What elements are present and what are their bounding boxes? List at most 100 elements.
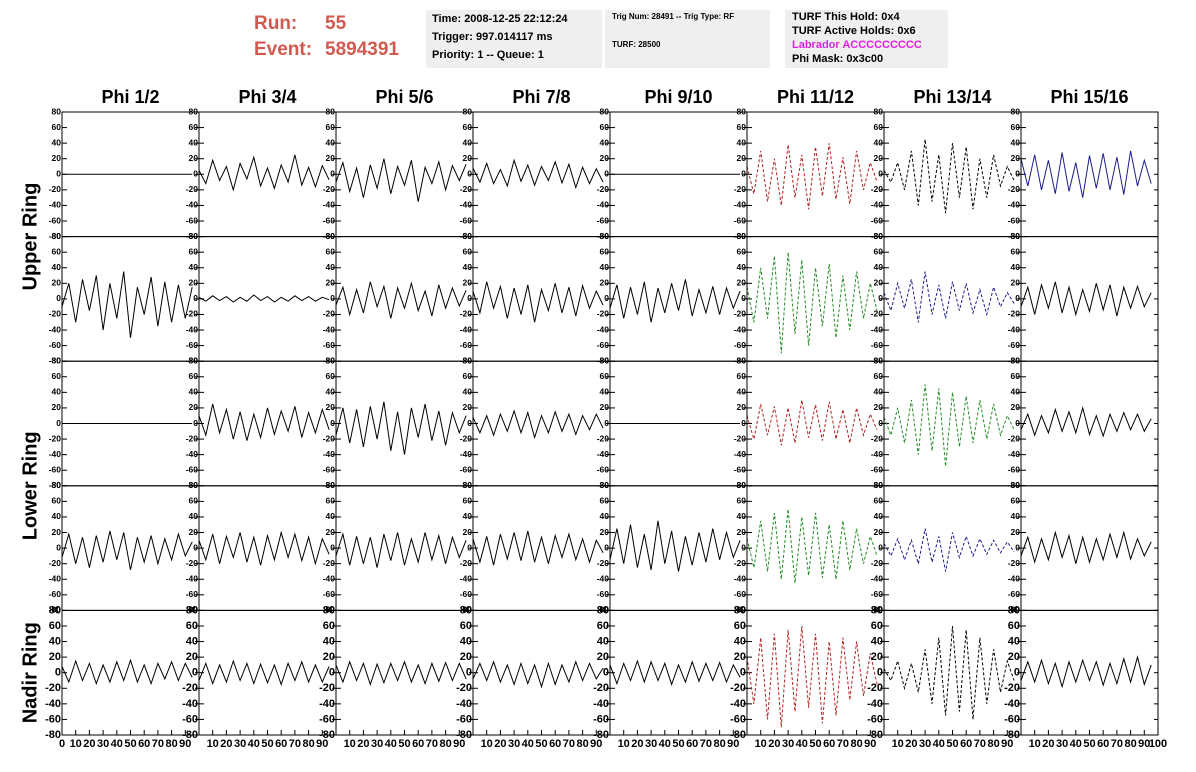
y-tick-label: 80: [326, 355, 336, 365]
y-tick-label: -60: [730, 713, 746, 725]
x-tick-label: 60: [412, 738, 424, 750]
x-tick-label: 80: [576, 738, 588, 750]
y-tick-label: 80: [874, 231, 884, 241]
panel-frame: [472, 236, 611, 362]
x-tick-label: 80: [439, 738, 451, 750]
y-tick-label: 20: [326, 153, 336, 163]
column-header: Phi 7/8: [512, 87, 570, 107]
y-tick-label: 20: [874, 402, 884, 412]
x-tick-label: 80: [302, 738, 314, 750]
y-tick-label: -80: [323, 355, 336, 365]
y-tick-label: -20: [1008, 184, 1021, 194]
y-tick-label: -60: [456, 713, 472, 725]
y-tick-label: -20: [49, 184, 62, 194]
y-tick-label: 40: [600, 511, 610, 521]
y-tick-label: 80: [463, 231, 473, 241]
y-tick-label: 40: [871, 635, 883, 647]
waveform: [1021, 655, 1152, 689]
y-tick-label: -40: [1004, 698, 1020, 710]
y-tick-label: -80: [1004, 729, 1020, 741]
y-tick-label: -60: [49, 340, 62, 350]
y-tick-label: 60: [460, 620, 472, 632]
y-tick-label: 40: [1011, 262, 1021, 272]
y-tick-label: -80: [182, 729, 198, 741]
y-tick-label: 0: [1015, 418, 1020, 428]
y-tick-label: -40: [323, 574, 336, 584]
x-tick-label: 60: [275, 738, 287, 750]
y-tick-label: 0: [193, 542, 198, 552]
info-box: [426, 10, 602, 68]
x-tick-label: 10: [755, 738, 767, 750]
panel-frame: [1020, 236, 1159, 362]
y-tick-label: 20: [874, 153, 884, 163]
y-tick-label: -80: [460, 605, 473, 615]
y-tick-label: 40: [186, 635, 198, 647]
x-tick-label: 40: [248, 738, 260, 750]
y-tick-label: 0: [741, 293, 746, 303]
y-tick-label: -80: [871, 605, 884, 615]
y-tick-label: -80: [319, 729, 335, 741]
y-tick-label: -20: [323, 184, 336, 194]
y-tick-label: 60: [463, 122, 473, 132]
y-tick-label: -40: [597, 200, 610, 210]
panel-frame: [746, 485, 885, 611]
y-tick-label: -20: [597, 433, 610, 443]
y-tick-label: 20: [734, 651, 746, 663]
y-tick-label: 60: [463, 496, 473, 506]
y-tick-label: 60: [1011, 371, 1021, 381]
y-tick-label: -80: [597, 231, 610, 241]
x-tick-label: 20: [83, 738, 95, 750]
waveform: [747, 143, 878, 210]
y-tick-label: -60: [323, 340, 336, 350]
y-tick-label: -60: [323, 589, 336, 599]
x-tick-label: 60: [549, 738, 561, 750]
y-tick-label: -40: [1008, 449, 1021, 459]
y-tick-label: 80: [600, 355, 610, 365]
waveform: [747, 252, 878, 354]
y-tick-label: 80: [874, 355, 884, 365]
y-tick-label: 0: [604, 169, 609, 179]
y-tick-label: -40: [456, 698, 472, 710]
y-tick-label: -60: [182, 713, 198, 725]
y-tick-label: -60: [49, 464, 62, 474]
x-tick-label: 60: [823, 738, 835, 750]
x-tick-label: 80: [850, 738, 862, 750]
waveform: [884, 139, 1015, 214]
x-tick-label: 20: [631, 738, 643, 750]
panel-frame: [335, 360, 474, 487]
y-tick-label: 20: [49, 651, 61, 663]
x-tick-label: 90: [179, 738, 191, 750]
y-tick-label: -20: [186, 309, 199, 319]
y-tick-label: -60: [1008, 340, 1021, 350]
y-tick-label: 20: [871, 651, 883, 663]
y-tick-label: 20: [1011, 527, 1021, 537]
y-tick-label: -40: [867, 698, 883, 710]
x-tick-label: 60: [960, 738, 972, 750]
y-tick-label: 80: [52, 480, 62, 490]
y-tick-label: 80: [600, 106, 610, 116]
y-tick-label: -40: [593, 698, 609, 710]
y-tick-label: 80: [600, 480, 610, 490]
y-tick-label: -20: [460, 309, 473, 319]
y-tick-label: 20: [460, 651, 472, 663]
x-tick-label: 10: [70, 738, 82, 750]
panel-frame: [883, 485, 1022, 611]
y-tick-label: -20: [323, 558, 336, 568]
y-tick-label: -60: [1004, 713, 1020, 725]
event-label: Event:: [254, 39, 312, 60]
x-tick-label: 90: [316, 738, 328, 750]
waveform: [747, 625, 878, 728]
y-tick-label: -40: [49, 200, 62, 210]
y-tick-label: -80: [597, 605, 610, 615]
y-tick-label: 0: [741, 542, 746, 552]
y-tick-label: 20: [189, 527, 199, 537]
waveform: [610, 659, 741, 686]
panel-frame: [746, 236, 885, 362]
y-tick-label: 40: [463, 137, 473, 147]
x-tick-label: 70: [152, 738, 164, 750]
waveform: [473, 660, 604, 689]
y-tick-label: -60: [867, 713, 883, 725]
x-tick-label: 30: [782, 738, 794, 750]
y-tick-label: -60: [734, 464, 747, 474]
y-tick-label: -20: [460, 558, 473, 568]
